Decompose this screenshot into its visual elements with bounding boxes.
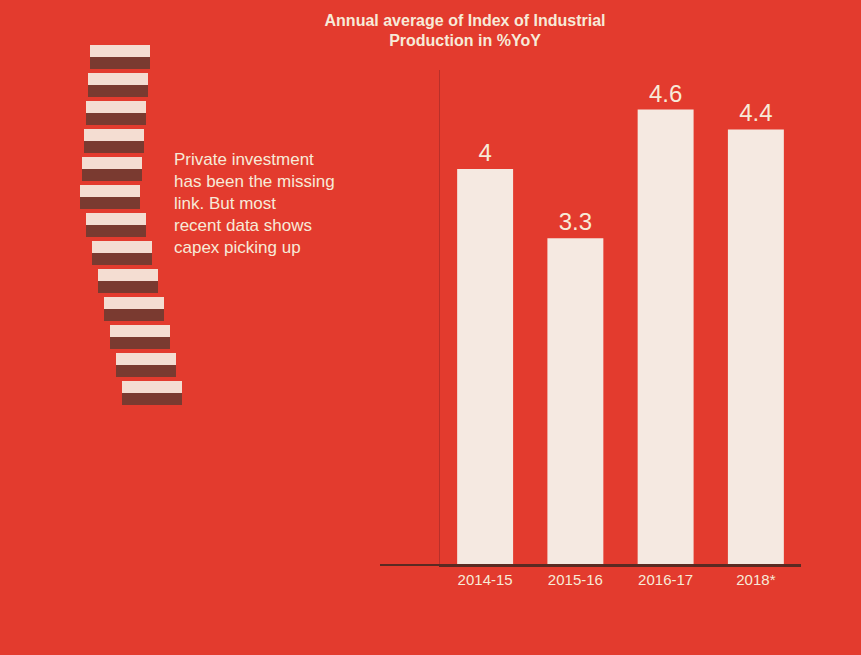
svg-text:2016-17: 2016-17 bbox=[638, 571, 693, 588]
svg-text:4: 4 bbox=[478, 139, 491, 166]
svg-text:Private investmenthas been the: Private investmenthas been the missingli… bbox=[174, 150, 335, 257]
svg-text:2015-16: 2015-16 bbox=[548, 571, 603, 588]
svg-text:2018*: 2018* bbox=[736, 571, 775, 588]
svg-text:4.6: 4.6 bbox=[649, 80, 682, 107]
svg-text:4.4: 4.4 bbox=[739, 99, 772, 126]
svg-text:Annual average of Index of Ind: Annual average of Index of IndustrialPro… bbox=[325, 12, 606, 50]
svg-text:3.3: 3.3 bbox=[559, 208, 592, 235]
svg-text:2014-15: 2014-15 bbox=[458, 571, 513, 588]
